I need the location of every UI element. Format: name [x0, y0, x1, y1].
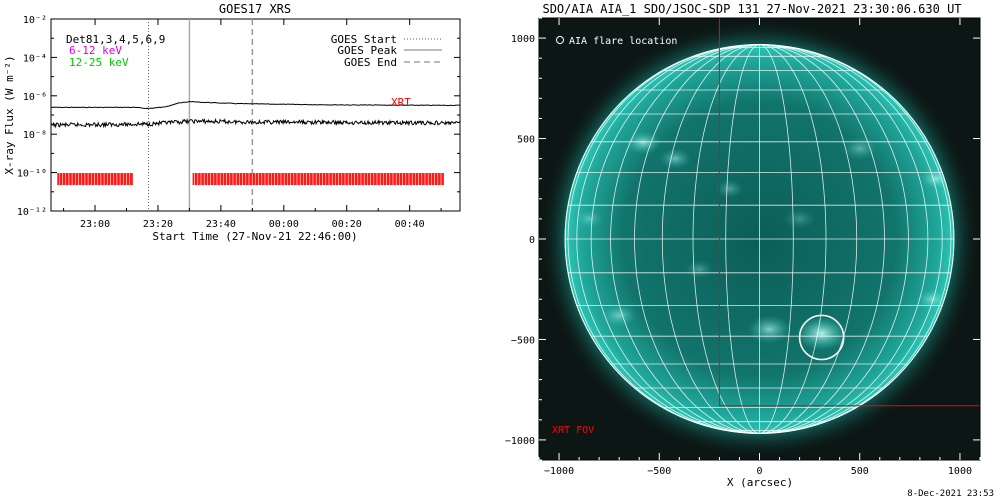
active-region	[601, 303, 638, 328]
aia-y-tick-label: 0	[529, 235, 535, 246]
active-region	[575, 209, 604, 229]
legend-goes-peak: GOES Peak	[337, 44, 397, 57]
aia-y-tick-label: 500	[517, 135, 535, 146]
aia-x-axis-label: X (arcsec)	[727, 476, 793, 489]
xrt-interval	[192, 173, 445, 185]
active-region	[659, 148, 692, 170]
goes-y-tick-label: 10⁻²	[23, 15, 47, 26]
aia-x-tick-label: 1000	[948, 466, 972, 477]
active-region	[715, 179, 744, 198]
goes-series-12-25-kev	[50, 117, 461, 129]
goes-y-tick-label: 10⁻⁸	[23, 130, 47, 141]
xrt-fov-label: XRT FOV	[552, 425, 594, 436]
goes-x-ticks: 23:00 23:20 23:40 00:00 00:20 00:40	[63, 19, 442, 230]
legend-goes-end: GOES End	[344, 56, 397, 69]
goes-x-tick-label: 00:20	[332, 219, 362, 230]
goes-series-6-12-kev	[51, 100, 460, 110]
goes-x-tick-label: 23:00	[80, 219, 110, 230]
aia-x-tick-label: −1000	[544, 466, 574, 477]
legend-left: Det81,3,4,5,6,9 6-12 keV 12-25 keV	[66, 33, 165, 69]
goes-y-axis-label: X-ray Flux (W m⁻²)	[3, 55, 16, 174]
goes-x-tick-label: 23:40	[206, 219, 236, 230]
goes-panel: GOES17 XRS 10⁻¹² 10⁻¹⁰ 10⁻⁸ 10⁻⁶ 10⁻⁴ 10⁻² 23…	[3, 2, 461, 243]
goes-title: GOES17 XRS	[219, 2, 291, 16]
active-region	[783, 208, 816, 230]
active-region	[841, 136, 878, 161]
aia-title: SDO/AIA AIA_1 SDO/JSOC-SDP 131 27-Nov-20…	[542, 2, 961, 16]
aia-y-tick-label: 1000	[511, 34, 535, 45]
goes-y-tick-label: 10⁻¹⁰	[17, 169, 47, 180]
flare-location-circle	[798, 314, 845, 361]
aia-x-tick-label: 0	[756, 466, 762, 477]
solar-limb	[564, 44, 955, 434]
goes-x-axis-label: Start Time (27-Nov-21 22:46:00)	[152, 230, 357, 243]
aia-x-tick-label: −500	[647, 466, 671, 477]
aia-panel: SDO/AIA AIA_1 SDO/JSOC-SDP 131 27-Nov-20…	[505, 2, 994, 499]
aia-y-tick-label: −1000	[505, 436, 535, 447]
goes-y-tick-label: 10⁻⁶	[23, 92, 47, 103]
flare-legend-symbol	[556, 36, 564, 44]
active-region	[747, 315, 792, 344]
goes-y-tick-label: 10⁻⁴	[23, 53, 47, 64]
aia-x-tick-label: 500	[851, 466, 869, 477]
aia-y-tick-label: −500	[511, 335, 535, 346]
legend-goes-start: GOES Start	[331, 33, 397, 46]
xrt-label: XRT	[391, 96, 411, 109]
goes-y-tick-label: 10⁻¹²	[17, 207, 47, 218]
active-region	[625, 130, 662, 155]
legend-detectors: Det81,3,4,5,6,9	[66, 33, 165, 46]
heliographic-grid	[564, 44, 955, 434]
active-region	[685, 260, 714, 279]
goes-x-tick-label: 23:20	[143, 219, 173, 230]
aia-ticks: −1000 −500 0 500 1000 −1000 −500 0 500 1000	[505, 17, 981, 477]
footer-timestamp: 8-Dec-2021 23:53	[907, 489, 994, 499]
xrt-fov-box	[718, 18, 980, 407]
flare-legend-text: AIA flare location	[569, 36, 677, 47]
legend-6-12-kev: 6-12 keV	[69, 44, 122, 57]
legend-right: GOES Start GOES Peak GOES End	[331, 33, 442, 69]
goes-y-ticks: 10⁻¹² 10⁻¹⁰ 10⁻⁸ 10⁻⁶ 10⁻⁴ 10⁻²	[17, 15, 460, 218]
legend-12-25-kev: 12-25 keV	[69, 56, 129, 69]
goes-x-tick-label: 00:00	[269, 219, 299, 230]
goes-marks	[50, 19, 461, 211]
active-region	[795, 316, 848, 351]
goes-x-tick-label: 00:40	[395, 219, 425, 230]
